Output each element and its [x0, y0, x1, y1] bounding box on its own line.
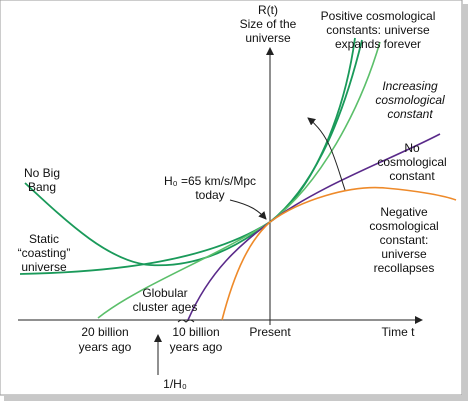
- axis-label: R(t): [258, 3, 278, 17]
- hubble-arrow: [229, 199, 267, 220]
- time-label: years ago: [79, 340, 132, 354]
- time-label: 20 billion: [81, 325, 128, 339]
- curve-label: “coasting”: [18, 246, 71, 260]
- curve-label: Negative: [380, 205, 428, 219]
- curve-label: Static: [29, 232, 59, 246]
- curve-label: No: [404, 141, 420, 155]
- annotation: Globular: [142, 286, 187, 300]
- curve-label: expands forever: [335, 37, 421, 51]
- curve-label: Bang: [28, 180, 56, 194]
- curve-label: recollapses: [374, 261, 435, 275]
- curve-label: cosmological: [377, 155, 446, 169]
- curve-label: No Big: [24, 166, 60, 180]
- curve-label: constants: universe: [326, 23, 430, 37]
- curve-label: constant: [387, 107, 433, 121]
- annotation: H₀ =65 km/s/Mpc: [164, 174, 256, 188]
- curve-label: universe: [381, 247, 427, 261]
- annotation: cluster ages: [133, 300, 198, 314]
- axis-label: Time t: [382, 325, 416, 339]
- time-label: years ago: [170, 340, 223, 354]
- annotation: 1/H₀: [163, 377, 187, 391]
- curve-label: cosmological: [375, 93, 445, 107]
- shadow: [4, 395, 468, 401]
- curve-label: cosmological: [369, 219, 438, 233]
- curve-label: Positive cosmological: [321, 9, 436, 23]
- axis-label: universe: [245, 31, 291, 45]
- frame: [0, 0, 463, 396]
- shadow: [462, 4, 468, 401]
- curve-label: universe: [21, 260, 67, 274]
- negative-curve: [221, 186, 457, 321]
- globular-brace: [177, 319, 195, 323]
- curve-label: constant:: [380, 233, 429, 247]
- curve-label: Increasing: [382, 79, 438, 93]
- time-label: Present: [249, 325, 291, 339]
- axis-label: Size of the: [240, 17, 297, 31]
- time-label: 10 billion: [172, 325, 219, 339]
- annotation: today: [195, 188, 224, 202]
- increasing-arrow: [307, 117, 346, 191]
- curve-label: constant: [389, 169, 435, 183]
